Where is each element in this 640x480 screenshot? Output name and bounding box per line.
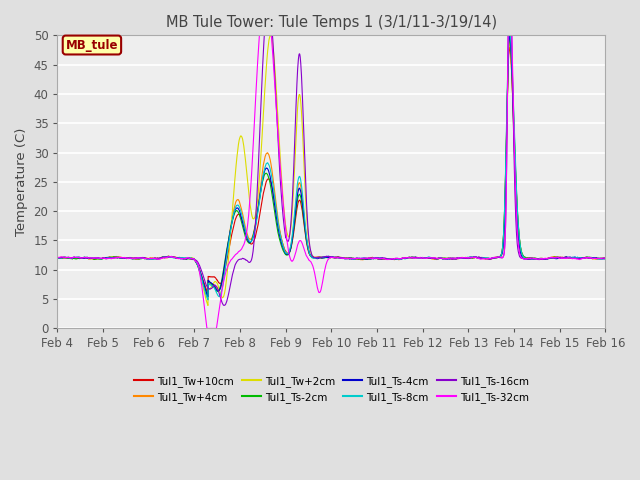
Title: MB Tule Tower: Tule Temps 1 (3/1/11-3/19/14): MB Tule Tower: Tule Temps 1 (3/1/11-3/19… <box>166 15 497 30</box>
Legend: Tul1_Tw+10cm, Tul1_Tw+4cm, Tul1_Tw+2cm, Tul1_Ts-2cm, Tul1_Ts-4cm, Tul1_Ts-8cm, T: Tul1_Tw+10cm, Tul1_Tw+4cm, Tul1_Tw+2cm, … <box>130 372 533 407</box>
Text: MB_tule: MB_tule <box>66 38 118 51</box>
Y-axis label: Temperature (C): Temperature (C) <box>15 128 28 236</box>
